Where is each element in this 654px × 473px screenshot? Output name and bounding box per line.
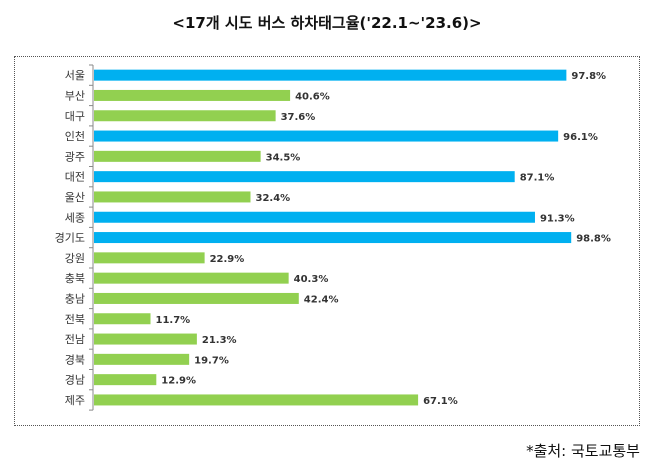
- category-label: 울산: [65, 191, 85, 204]
- category-label: 경기도: [55, 232, 85, 245]
- data-label: 34.5%: [266, 152, 301, 163]
- data-label: 11.7%: [156, 315, 191, 326]
- bar-4: [94, 150, 261, 162]
- bar-13: [94, 333, 197, 345]
- bar-2: [94, 110, 276, 122]
- data-label: 40.6%: [295, 91, 330, 102]
- source-note: *출처: 국토교통부: [526, 442, 640, 460]
- chart-frame: 서울 97.8% 부산 40.6% 대구 37.6% 인천 96.1% 광주 34.5% 대전 87.…: [14, 56, 640, 426]
- data-label: 32.4%: [255, 193, 290, 204]
- category-label: 강원: [65, 252, 85, 265]
- bar-3: [94, 130, 559, 142]
- chart-title: <17개 시도 버스 하차태그율('22.1~'23.6)>: [172, 14, 482, 32]
- category-label: 부산: [65, 89, 85, 102]
- bar-6: [94, 191, 251, 203]
- category-label: 서울: [65, 69, 85, 82]
- bar-1: [94, 89, 291, 101]
- category-label: 충북: [65, 272, 85, 285]
- data-label: 91.3%: [540, 213, 575, 224]
- bar-11: [94, 292, 299, 304]
- data-label: 97.8%: [571, 71, 606, 82]
- bar-9: [94, 252, 205, 264]
- category-label: 세종: [65, 211, 85, 224]
- category-label: 광주: [65, 150, 85, 163]
- data-label: 19.7%: [194, 355, 229, 366]
- category-label: 인천: [65, 129, 85, 143]
- bar-16: [94, 394, 419, 406]
- data-label: 37.6%: [281, 112, 316, 123]
- category-label: 전남: [65, 333, 85, 346]
- category-label: 경북: [65, 353, 85, 366]
- data-label: 42.4%: [304, 294, 339, 305]
- data-label: 22.9%: [210, 254, 245, 265]
- bar-chart: 서울 97.8% 부산 40.6% 대구 37.6% 인천 96.1% 광주 34.5% 대전 87.…: [55, 64, 611, 411]
- data-label: 21.3%: [202, 335, 237, 346]
- bar-10: [94, 272, 289, 284]
- data-label: 40.3%: [294, 274, 329, 285]
- category-label: 충남: [65, 292, 85, 305]
- bar-5: [94, 171, 515, 183]
- category-label: 경남: [65, 374, 85, 387]
- data-label: 98.8%: [576, 234, 611, 245]
- bar-8: [94, 232, 572, 244]
- data-label: 87.1%: [520, 173, 555, 184]
- bar-14: [94, 353, 190, 365]
- bar-0: [94, 69, 567, 81]
- bar-12: [94, 313, 151, 325]
- bar-15: [94, 374, 157, 386]
- data-label: 67.1%: [423, 396, 458, 407]
- data-label: 96.1%: [563, 132, 598, 143]
- category-label: 전북: [65, 313, 85, 326]
- data-label: 12.9%: [161, 376, 196, 387]
- category-label: 대전: [65, 171, 85, 184]
- category-label: 대구: [65, 110, 85, 123]
- category-label: 제주: [65, 394, 85, 407]
- bar-7: [94, 211, 535, 223]
